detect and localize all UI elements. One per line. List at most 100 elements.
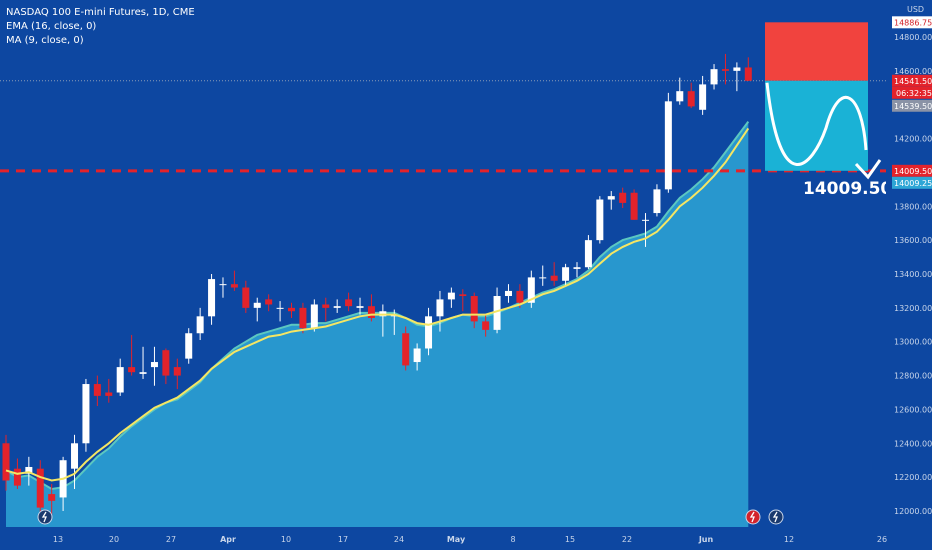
candle-body[interactable]: [356, 306, 364, 308]
y-tick-label: 14600.00: [894, 67, 932, 76]
candle-body[interactable]: [322, 304, 330, 308]
candle-body[interactable]: [128, 367, 136, 373]
x-tick-label: 12: [784, 535, 794, 544]
candle-body[interactable]: [345, 299, 353, 307]
x-tick-label: 20: [109, 535, 119, 544]
candle-body[interactable]: [82, 384, 90, 444]
candle-body[interactable]: [310, 304, 318, 329]
zone-top-price-tag-bg: [892, 16, 932, 29]
candle-body[interactable]: [550, 275, 558, 281]
y-tick-label: 13400.00: [894, 270, 932, 279]
candle-body[interactable]: [733, 67, 741, 71]
x-tick-label: 13: [53, 535, 63, 544]
candle-body[interactable]: [36, 468, 44, 508]
ema-indicator-label[interactable]: EMA (16, close, 0): [6, 21, 97, 32]
candle-body[interactable]: [162, 350, 170, 376]
candle-body[interactable]: [447, 292, 455, 300]
currency-label: USD: [907, 5, 924, 14]
y-tick-label: 14800.00: [894, 33, 932, 42]
candle-body[interactable]: [105, 392, 113, 396]
ma-tag-bg: [892, 176, 932, 189]
candle-body[interactable]: [288, 307, 295, 312]
candle-body[interactable]: [493, 296, 501, 330]
x-tick-label: 24: [394, 535, 404, 544]
candle-body[interactable]: [470, 296, 478, 322]
candle-body[interactable]: [527, 277, 535, 303]
candle-body[interactable]: [333, 306, 341, 308]
candle-body[interactable]: [619, 192, 627, 203]
x-tick-label: May: [447, 535, 466, 544]
ema-price-tag: 14539.50: [894, 102, 932, 111]
candle-body[interactable]: [664, 101, 672, 190]
candle-body[interactable]: [459, 294, 467, 297]
candle-body[interactable]: [676, 91, 684, 102]
last-price-tag-bg: [892, 74, 932, 87]
candle-body[interactable]: [13, 468, 21, 486]
candle-body[interactable]: [744, 67, 752, 81]
candle-body[interactable]: [253, 302, 261, 308]
candle-body[interactable]: [150, 362, 158, 368]
candle-body[interactable]: [721, 69, 729, 71]
candle-body[interactable]: [2, 443, 10, 481]
ema-line: [5, 127, 750, 482]
candle-body[interactable]: [71, 443, 79, 469]
candle-body[interactable]: [208, 279, 216, 317]
time-axis-panel[interactable]: [0, 530, 886, 550]
ma-indicator-label[interactable]: MA (9, close, 0): [6, 35, 84, 46]
target-zone-top[interactable]: [765, 22, 868, 81]
candle-body[interactable]: [482, 321, 490, 330]
candle-body[interactable]: [413, 348, 421, 363]
candle-body[interactable]: [25, 466, 33, 474]
candle-body[interactable]: [367, 306, 375, 319]
projection-path: [765, 82, 868, 166]
symbol-title[interactable]: NASDAQ 100 E-mini Futures, 1D, CME: [6, 7, 195, 18]
candle-body[interactable]: [299, 307, 307, 329]
target-zone-bottom[interactable]: [765, 80, 868, 171]
candle-body[interactable]: [219, 284, 227, 286]
y-tick-label: 14200.00: [894, 135, 932, 144]
candle-body[interactable]: [185, 333, 193, 359]
candle-body[interactable]: [562, 267, 570, 281]
candle-body[interactable]: [504, 290, 512, 297]
candle-body[interactable]: [196, 316, 204, 334]
candle-body[interactable]: [436, 299, 444, 317]
target-line-price-tag-bg: [892, 164, 932, 177]
candle-body[interactable]: [573, 267, 581, 269]
candle-body[interactable]: [230, 284, 238, 288]
candle-body[interactable]: [699, 84, 707, 110]
candle-body[interactable]: [48, 494, 56, 501]
candle-body[interactable]: [596, 199, 604, 241]
candle-body[interactable]: [173, 367, 181, 376]
y-tick-label: 13000.00: [894, 338, 932, 347]
x-tick-label: 8: [510, 535, 515, 544]
candle-body[interactable]: [630, 192, 638, 220]
candle-body[interactable]: [516, 290, 524, 303]
candle-body[interactable]: [642, 219, 650, 221]
y-tick-label: 12200.00: [894, 473, 932, 482]
event-icon-glyph: [41, 511, 47, 523]
candle-body[interactable]: [710, 69, 718, 85]
x-tick-label: Apr: [220, 535, 236, 544]
zone-top-price-tag: 14886.75: [894, 18, 932, 27]
ema-tag-bg: [892, 99, 932, 112]
arrow-down-icon: [854, 159, 882, 180]
candle-body[interactable]: [687, 91, 695, 107]
candle-body[interactable]: [116, 367, 124, 393]
x-tick-label: 27: [166, 535, 176, 544]
x-tick-label: 26: [877, 535, 887, 544]
candle-body[interactable]: [93, 384, 101, 396]
candle-body[interactable]: [265, 299, 273, 305]
candle-body[interactable]: [607, 196, 615, 200]
candle-body[interactable]: [276, 307, 284, 309]
countdown-bg: [892, 86, 932, 99]
candle-body[interactable]: [402, 333, 410, 366]
candle-body[interactable]: [653, 189, 661, 214]
candle-body[interactable]: [539, 277, 547, 279]
x-tick-label: Jun: [698, 535, 714, 544]
candle-body[interactable]: [242, 287, 250, 308]
candle-body[interactable]: [425, 316, 433, 349]
candle-body[interactable]: [584, 240, 592, 268]
candle-body[interactable]: [139, 372, 147, 374]
